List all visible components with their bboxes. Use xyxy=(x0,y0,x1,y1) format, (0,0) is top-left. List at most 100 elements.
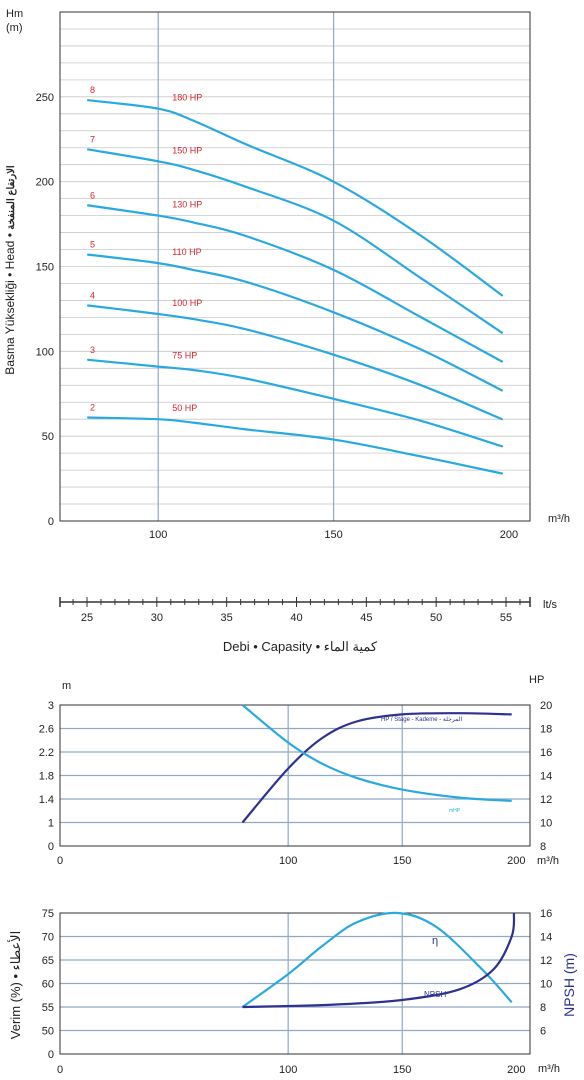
eff-left-tick: 60 xyxy=(42,979,54,991)
eff-right-tick: 14 xyxy=(540,932,552,944)
npsh-curve xyxy=(242,912,516,1009)
head-curve-2 xyxy=(87,416,503,475)
lts-tick-label: 50 xyxy=(430,612,442,624)
eff-right-tick: 8 xyxy=(540,1002,546,1014)
eff-right-label: NPSH (m) xyxy=(561,953,577,1017)
eff-plot-frame xyxy=(59,912,531,1055)
eff-right-tick: 16 xyxy=(540,908,552,920)
head-y-axis-label-arabic: الارتفاع المنفخة xyxy=(6,165,17,230)
eff-x-tick: 100 xyxy=(279,1064,297,1076)
hp-left-tick: 2.6 xyxy=(39,724,54,736)
hp-stage-label: HP / Stage - Kademe - المرحلة xyxy=(381,716,462,723)
hp-plot-frame xyxy=(59,704,531,847)
eta-label: η xyxy=(432,935,438,947)
eff-x-tick: 0 xyxy=(57,1064,63,1076)
flow-title: Debi • Capasity • كمية الماء xyxy=(223,639,378,654)
hp-x-tick: 200 xyxy=(507,855,525,867)
head-curve-5 xyxy=(87,253,503,392)
power-label-2: 50 HP xyxy=(172,403,197,413)
stage-label-2: 2 xyxy=(90,403,95,413)
hp-left-unit: m xyxy=(62,680,71,692)
head-y-axis-label: Basma Yüksekliği • Head • الارتفاع المنف… xyxy=(3,165,17,375)
hp-x-tick: 100 xyxy=(279,855,297,867)
eff-left-tick: 75 xyxy=(42,908,54,920)
hp-left-tick: 2.2 xyxy=(39,747,54,759)
power-label-7: 150 HP xyxy=(172,145,202,155)
eff-left-tick: 70 xyxy=(42,932,54,944)
head-y-tick: 100 xyxy=(36,346,54,358)
eff-x-unit: m³/h xyxy=(538,1063,560,1075)
hp-chart-grid xyxy=(59,704,531,847)
head-y-tick: 0 xyxy=(48,516,54,528)
head-unit-m: (m) xyxy=(6,22,23,34)
hp-curve xyxy=(241,712,512,824)
eff-left-tick: 65 xyxy=(42,955,54,967)
stage-label-7: 7 xyxy=(90,134,95,144)
lts-unit: lt/s xyxy=(543,599,558,611)
hp-left-tick: 1 xyxy=(48,818,54,830)
head-x-tick: 100 xyxy=(149,529,167,541)
eff-chart-tick-labels: 0 50 55 60 65 70 75 6 8 10 12 14 16 0 100 150 200 xyxy=(42,908,553,1076)
power-label-4: 100 HP xyxy=(172,298,202,308)
stage-label-5: 5 xyxy=(90,240,95,250)
stage-label-6: 6 xyxy=(90,190,95,200)
lts-tick-label: 25 xyxy=(81,612,93,624)
hp-left-tick: 3 xyxy=(48,700,54,712)
hp-right-tick: 20 xyxy=(540,700,552,712)
eff-x-tick: 150 xyxy=(393,1064,411,1076)
head-chart-curve-labels: 8 180 HP 7 150 HP 6 130 HP 5 110 HP 4 100 HP 3 75 H… xyxy=(90,85,202,413)
head-y-tick: 150 xyxy=(36,262,54,274)
eff-right-tick: 10 xyxy=(540,979,552,991)
eff-left-tick: 55 xyxy=(42,1002,54,1014)
head-unit-hm: Hm xyxy=(6,8,23,20)
eff-chart-grid xyxy=(59,912,531,1055)
power-label-3: 75 HP xyxy=(172,351,197,361)
hp-x-tick: 150 xyxy=(393,855,411,867)
head-x-tick: 200 xyxy=(500,529,518,541)
npshr-curve xyxy=(241,704,512,802)
lts-axis: 25 30 35 40 45 50 55 xyxy=(59,597,531,624)
head-x-tick: 150 xyxy=(324,529,342,541)
stage-label-4: 4 xyxy=(90,291,95,301)
hp-right-tick: 12 xyxy=(540,794,552,806)
head-chart-curves xyxy=(87,99,503,475)
hp-right-tick: 8 xyxy=(540,841,546,853)
npshr-label: mHP xyxy=(449,808,461,814)
hp-right-tick: 18 xyxy=(540,724,552,736)
lts-tick-label: 40 xyxy=(290,612,302,624)
head-plot-frame xyxy=(59,11,531,522)
hp-left-tick: 0 xyxy=(48,841,54,853)
power-label-6: 130 HP xyxy=(172,200,202,210)
hp-right-tick: 16 xyxy=(540,747,552,759)
eff-x-tick: 200 xyxy=(507,1064,525,1076)
lts-tick-label: 30 xyxy=(151,612,163,624)
head-chart-tick-labels: 0 50 100 150 200 250 100 150 200 xyxy=(36,92,518,541)
hp-x-tick: 0 xyxy=(57,855,63,867)
lts-tick-label: 45 xyxy=(360,612,372,624)
hp-right-unit: HP xyxy=(529,674,544,686)
stage-label-3: 3 xyxy=(90,345,95,355)
head-y-axis-label-latin: Basma Yüksekliği • Head • xyxy=(3,230,17,375)
eff-chart-curves xyxy=(241,911,516,1009)
hp-chart-curves xyxy=(241,704,512,824)
hp-right-tick: 10 xyxy=(540,818,552,830)
power-label-5: 110 HP xyxy=(172,247,201,257)
eff-left-tick: 50 xyxy=(42,1026,54,1038)
lts-tick-label: 35 xyxy=(221,612,233,624)
npsh-curve-label: NPSH xyxy=(424,990,446,999)
head-chart-grid xyxy=(59,11,531,522)
hp-left-tick: 1.8 xyxy=(39,771,54,783)
eff-right-tick: 6 xyxy=(540,1026,546,1038)
power-label-8: 180 HP xyxy=(172,93,202,103)
head-y-tick: 200 xyxy=(36,177,54,189)
stage-label-8: 8 xyxy=(90,85,95,95)
hp-left-tick: 1.4 xyxy=(39,794,54,806)
hp-x-unit: m³/h xyxy=(537,855,559,867)
hp-right-tick: 14 xyxy=(540,771,552,783)
head-x-unit: m³/h xyxy=(548,513,570,525)
head-curve-6 xyxy=(87,204,503,363)
eff-left-tick: 0 xyxy=(48,1049,54,1061)
head-y-tick: 250 xyxy=(36,92,54,104)
eff-left-label: Verim (%) • الأعطاء xyxy=(7,931,23,1039)
